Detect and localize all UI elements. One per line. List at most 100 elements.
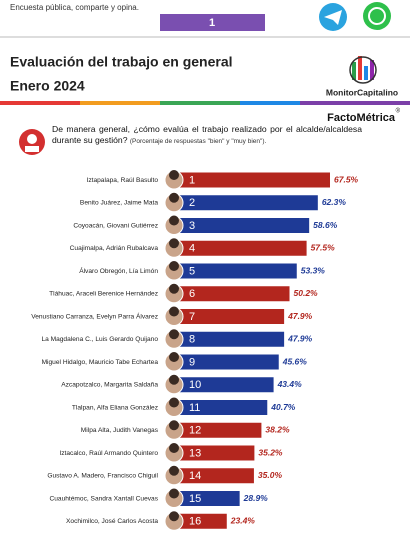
bar bbox=[172, 377, 274, 393]
logo-bar bbox=[358, 56, 362, 80]
photo-hair bbox=[169, 306, 179, 317]
bar bbox=[172, 218, 310, 233]
bar bbox=[172, 400, 268, 415]
tagline: Encuesta pública, comparte y opina. bbox=[10, 3, 139, 12]
value-label: 62.3% bbox=[322, 197, 347, 207]
photo-hair bbox=[169, 374, 179, 385]
question-icon-head bbox=[27, 134, 37, 144]
value-label: 47.9% bbox=[287, 311, 313, 321]
category-label: Coyoacán, Giovani Gutiérrez bbox=[73, 222, 158, 229]
rank: 3 bbox=[189, 220, 195, 232]
bar bbox=[172, 331, 285, 347]
value-label: 58.6% bbox=[313, 220, 338, 230]
photo-hair bbox=[169, 283, 179, 294]
value-label: 53.3% bbox=[301, 265, 326, 275]
bar bbox=[172, 354, 279, 370]
bar bbox=[172, 286, 290, 302]
value-label: 67.5% bbox=[334, 174, 359, 184]
rank: 8 bbox=[189, 334, 195, 346]
rank: 9 bbox=[189, 356, 195, 368]
logo-ring bbox=[349, 56, 377, 84]
category-label: Iztapalapa, Raúl Basulto bbox=[87, 177, 159, 184]
rank: 11 bbox=[189, 402, 200, 414]
question: De manera general, ¿cómo evalúa el traba… bbox=[52, 124, 362, 145]
value-label: 28.9% bbox=[243, 493, 269, 503]
rank: 12 bbox=[189, 425, 201, 437]
logo-bar bbox=[364, 66, 368, 80]
value-label: 23.4% bbox=[230, 516, 256, 526]
photo-hair bbox=[169, 420, 179, 431]
photo-hair bbox=[169, 465, 179, 476]
photo-hair bbox=[169, 488, 179, 499]
rank: 14 bbox=[189, 470, 201, 482]
photo-hair bbox=[169, 443, 179, 453]
category-label: Álvaro Obregón, Lía Limón bbox=[79, 266, 158, 275]
category-label: Cuauhtémoc, Sandra Xantall Cuevas bbox=[50, 495, 159, 502]
photo-hair bbox=[169, 329, 179, 340]
rank: 2 bbox=[189, 197, 195, 209]
value-label: 40.7% bbox=[270, 402, 296, 412]
photo-hair bbox=[169, 170, 179, 180]
value-label: 43.4% bbox=[277, 379, 303, 389]
photo-hair bbox=[169, 215, 179, 226]
bar bbox=[172, 445, 255, 461]
category-label: Xochimilco, José Carlos Acosta bbox=[66, 518, 158, 525]
rank: 6 bbox=[189, 288, 195, 300]
photo-hair bbox=[169, 511, 179, 522]
rank: 10 bbox=[189, 379, 201, 391]
stripe bbox=[0, 101, 80, 105]
rank: 1 bbox=[189, 174, 195, 186]
rank: 7 bbox=[189, 311, 195, 323]
stripe bbox=[300, 101, 410, 105]
telegram-glyph bbox=[324, 10, 342, 25]
bar bbox=[172, 172, 330, 188]
bar bbox=[172, 491, 240, 506]
bar bbox=[172, 263, 297, 279]
category-label: Tláhuac, Araceli Berenice Hernández bbox=[49, 291, 158, 298]
date: Enero 2024 bbox=[10, 78, 85, 94]
photo-hair bbox=[169, 352, 179, 362]
rank: 13 bbox=[189, 447, 201, 459]
note: (Porcentaje de respuestas "bien" y "muy … bbox=[129, 138, 267, 145]
bar bbox=[172, 513, 227, 529]
value-label: 57.5% bbox=[311, 243, 336, 253]
value-label: 38.2% bbox=[265, 425, 290, 435]
bar bbox=[172, 309, 285, 324]
whatsapp-icon[interactable] bbox=[363, 2, 391, 30]
photo-hair bbox=[169, 192, 179, 203]
value-label: 45.6% bbox=[282, 356, 308, 366]
photo-hair bbox=[169, 261, 179, 271]
value-label: 47.9% bbox=[287, 334, 313, 344]
value-label: 35.2% bbox=[258, 447, 283, 457]
rank: 15 bbox=[189, 493, 201, 505]
value-label: 35.0% bbox=[258, 470, 283, 480]
bar bbox=[172, 240, 307, 256]
category-label: Cuajimalpa, Adrián Rubalcava bbox=[70, 245, 159, 252]
bar-chart: Iztapalapa, Raúl Basulto 1 67.5% Benito Juá… bbox=[31, 170, 359, 531]
category-label: Venustiano Carranza, Evelyn Parra Álvare… bbox=[31, 311, 158, 320]
logo-bar bbox=[370, 60, 374, 80]
brand: FactoMétrica bbox=[327, 112, 396, 124]
category-label: Milpa Alta, Judith Vanegas bbox=[81, 427, 159, 434]
rank: 5 bbox=[189, 265, 195, 277]
brand-mark: ® bbox=[396, 108, 401, 115]
stripe bbox=[80, 101, 160, 105]
value-label: 50.2% bbox=[294, 288, 319, 298]
photo-hair bbox=[169, 238, 179, 249]
category-label: Gustavo A. Madero, Francisco Chiguil bbox=[47, 473, 158, 480]
category-label: Azcapotzalco, Margarita Saldaña bbox=[61, 382, 158, 389]
page-box bbox=[160, 14, 265, 31]
rank: 16 bbox=[189, 516, 201, 528]
page-number: 1 bbox=[209, 17, 215, 29]
category-label: Miguel Hidalgo, Mauricio Tabe Echartea bbox=[42, 359, 159, 366]
logo-text: MonitorCapitalino bbox=[326, 87, 398, 97]
stripe bbox=[240, 101, 300, 105]
question-box: De manera general, ¿cómo evalúa el traba… bbox=[52, 124, 362, 145]
bar bbox=[172, 468, 254, 484]
question-icon-body bbox=[25, 146, 39, 152]
bar bbox=[172, 422, 262, 438]
photo-hair bbox=[169, 397, 179, 408]
rank: 4 bbox=[189, 243, 195, 255]
bar bbox=[172, 195, 318, 211]
